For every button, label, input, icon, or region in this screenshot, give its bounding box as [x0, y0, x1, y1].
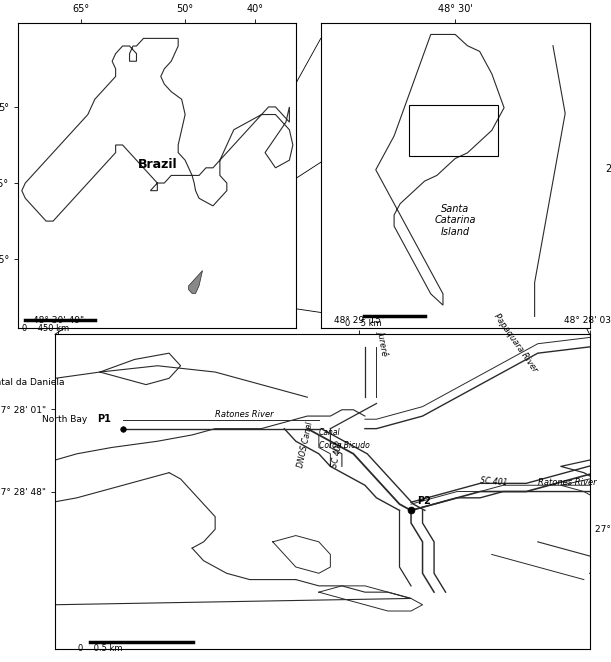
Text: 27° 35': 27° 35' [606, 164, 611, 174]
Text: Canal: Canal [319, 428, 340, 437]
Text: Coroa Bicudo: Coroa Bicudo [319, 440, 370, 449]
Text: 0    450 km: 0 450 km [22, 324, 69, 333]
Text: Brazil: Brazil [137, 158, 177, 171]
Text: SC 402: SC 402 [331, 440, 345, 469]
Text: DNOS Canal: DNOS Canal [296, 421, 314, 469]
Polygon shape [189, 271, 202, 293]
Text: Ratones River: Ratones River [215, 410, 274, 419]
Text: SC 401: SC 401 [480, 476, 508, 487]
Text: 0    5 km: 0 5 km [345, 319, 382, 328]
Text: Santa
Catarina
Island: Santa Catarina Island [434, 204, 476, 237]
Polygon shape [376, 34, 504, 305]
Text: Pontal da Daniela: Pontal da Daniela [0, 377, 64, 387]
Text: North Bay: North Bay [42, 415, 87, 424]
Text: Papaquara River: Papaquara River [492, 312, 539, 374]
Text: Ratones River: Ratones River [538, 478, 596, 487]
Polygon shape [22, 38, 293, 221]
Bar [409, 105, 498, 156]
Text: P1: P1 [98, 414, 111, 424]
Text: 0    0.5 km: 0 0.5 km [78, 643, 123, 653]
Text: Jurerê: Jurerê [376, 329, 390, 355]
Text: P2: P2 [417, 496, 431, 506]
Text: 27° 30' 02": 27° 30' 02" [595, 525, 611, 534]
